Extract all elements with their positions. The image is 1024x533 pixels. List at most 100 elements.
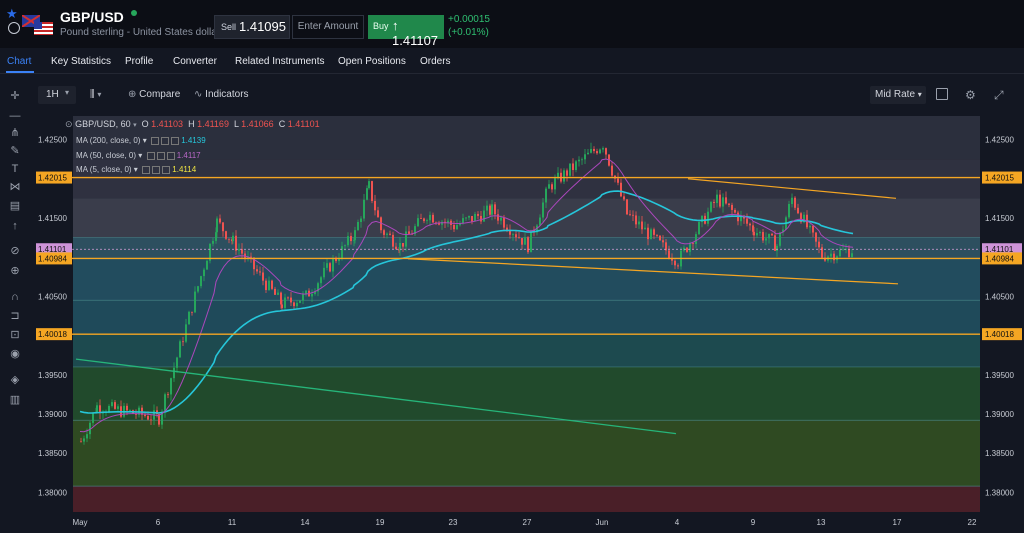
candle-body (701, 215, 703, 223)
buy-price-value: 1.41107 (392, 33, 439, 48)
eye-icon[interactable] (150, 136, 159, 145)
gear-icon[interactable]: ⚙ (965, 88, 976, 102)
tab-converter[interactable]: Converter (173, 56, 217, 67)
legend-collapse-icon[interactable]: ⊙ (65, 119, 73, 129)
sell-button[interactable]: Sell 1.41095 (214, 15, 290, 39)
chevron-down-icon[interactable]: ▾ (133, 122, 137, 129)
lock-drawing-icon[interactable]: ⊐ (10, 310, 20, 322)
background-band (73, 159, 980, 199)
amount-input[interactable]: Enter Amount (292, 15, 364, 39)
y-tick-label: 1.39500 (985, 371, 1014, 380)
candle-body (426, 220, 428, 222)
candle-body (363, 199, 365, 219)
candle-body (386, 233, 388, 235)
candle-body (765, 238, 767, 241)
close-icon[interactable] (166, 151, 175, 160)
price-chart[interactable]: May 6 11 14 19 23 27 Jun 4 9 13 17 22 1.42500 1.42500 1… (36, 108, 1024, 528)
ruler-icon[interactable]: ⊘ (10, 245, 20, 257)
candle-body (86, 434, 88, 439)
fib-icon[interactable]: ⋔ (10, 127, 20, 139)
tab-chart[interactable]: Chart (7, 56, 32, 67)
compare-button[interactable]: ⊕ Compare (128, 89, 180, 100)
candle-body (338, 258, 340, 262)
candle-body (377, 210, 379, 218)
y-tick-label: 1.38500 (985, 449, 1014, 458)
crosshair-icon[interactable]: ✛ (10, 90, 20, 102)
arrow-icon[interactable]: ↑ (12, 220, 18, 232)
candle-body (368, 181, 370, 189)
x-tick-label: 17 (893, 518, 902, 527)
candle-body (623, 196, 625, 200)
x-tick-label: Jun (596, 518, 609, 527)
candle-body (438, 222, 440, 225)
close-icon[interactable] (162, 165, 171, 174)
price-axis-badge (982, 243, 1022, 256)
trend-line-icon[interactable]: — (9, 110, 21, 122)
tab-orders[interactable]: Orders (420, 56, 451, 67)
candle-body (173, 367, 175, 379)
eye-icon[interactable]: ◉ (10, 348, 20, 360)
star-icon[interactable]: ★ (6, 6, 18, 21)
close-label: C (278, 119, 286, 129)
forecast-icon[interactable]: ▤ (9, 200, 21, 212)
candle-body (206, 260, 208, 270)
price-axis-badge-left (36, 243, 72, 256)
eye-icon[interactable] (142, 165, 151, 174)
candle-body (782, 229, 784, 233)
brush-icon[interactable]: ✎ (10, 145, 20, 157)
pattern-icon[interactable]: ⋈ (9, 181, 21, 193)
candle-body (114, 402, 116, 409)
text-icon[interactable]: T (11, 163, 19, 175)
candle-body (809, 225, 811, 228)
tab-open-positions[interactable]: Open Positions (338, 56, 406, 67)
lock-icon[interactable]: ⊡ (10, 329, 20, 341)
zoom-icon[interactable]: ⊕ (10, 265, 20, 277)
candle-body (323, 267, 325, 278)
tab-profile[interactable]: Profile (125, 56, 154, 67)
candle-body (662, 240, 664, 243)
price-axis-badge-left (36, 328, 72, 341)
settings-icon[interactable] (160, 136, 169, 145)
interval-select[interactable]: 1H ▾ (38, 86, 76, 104)
tab-key-statistics[interactable]: Key Statistics (51, 56, 112, 67)
settings-icon[interactable] (156, 151, 165, 160)
eye-icon[interactable] (146, 151, 155, 160)
candle-body (332, 258, 334, 272)
y-tick-label-left: 1.42500 (38, 136, 67, 145)
candle-body (96, 405, 98, 413)
candle-body (480, 215, 482, 222)
instrument-title: GBP/USD (60, 9, 124, 25)
layers-icon[interactable]: ◈ (10, 374, 20, 386)
candle-body (812, 225, 814, 233)
candle-body (486, 205, 488, 211)
candle-body (453, 224, 455, 230)
candle-body (274, 288, 276, 295)
candle-body (503, 217, 505, 228)
candle-body (641, 221, 643, 230)
x-tick-label: 14 (301, 518, 310, 527)
settings-icon[interactable] (152, 165, 161, 174)
expand-icon[interactable]: ⤢ (994, 88, 1004, 102)
candle-body (491, 204, 493, 215)
fullscreen-chart-icon[interactable] (936, 88, 948, 100)
trash-icon[interactable]: ▥ (9, 394, 21, 406)
x-tick-label: 22 (968, 518, 977, 527)
candle-body (563, 170, 565, 182)
candle-body (191, 311, 193, 313)
candle-body (575, 161, 577, 171)
candle-body (542, 202, 544, 218)
price-mode-select[interactable]: Mid Rate ▾ (870, 86, 926, 104)
buy-button[interactable]: Buy ↑ 1.41107 (368, 15, 444, 48)
indicators-button[interactable]: ∿ Indicators (194, 89, 249, 100)
candle-body (707, 211, 709, 224)
price-chart-svg[interactable]: May 6 11 14 19 23 27 Jun 4 9 13 17 22 1.42500 1.42500 1… (36, 108, 1024, 528)
share-icon[interactable] (8, 22, 20, 34)
candle-body (380, 217, 382, 231)
candle-body (692, 243, 694, 245)
tab-related-instruments[interactable]: Related Instruments (235, 56, 325, 67)
magnet-icon[interactable]: ∩ (11, 291, 19, 303)
chart-type-icon[interactable]: ⫼ ▾ (90, 89, 102, 100)
candle-body (647, 227, 649, 240)
us-flag-icon (34, 22, 53, 35)
close-icon[interactable] (170, 136, 179, 145)
